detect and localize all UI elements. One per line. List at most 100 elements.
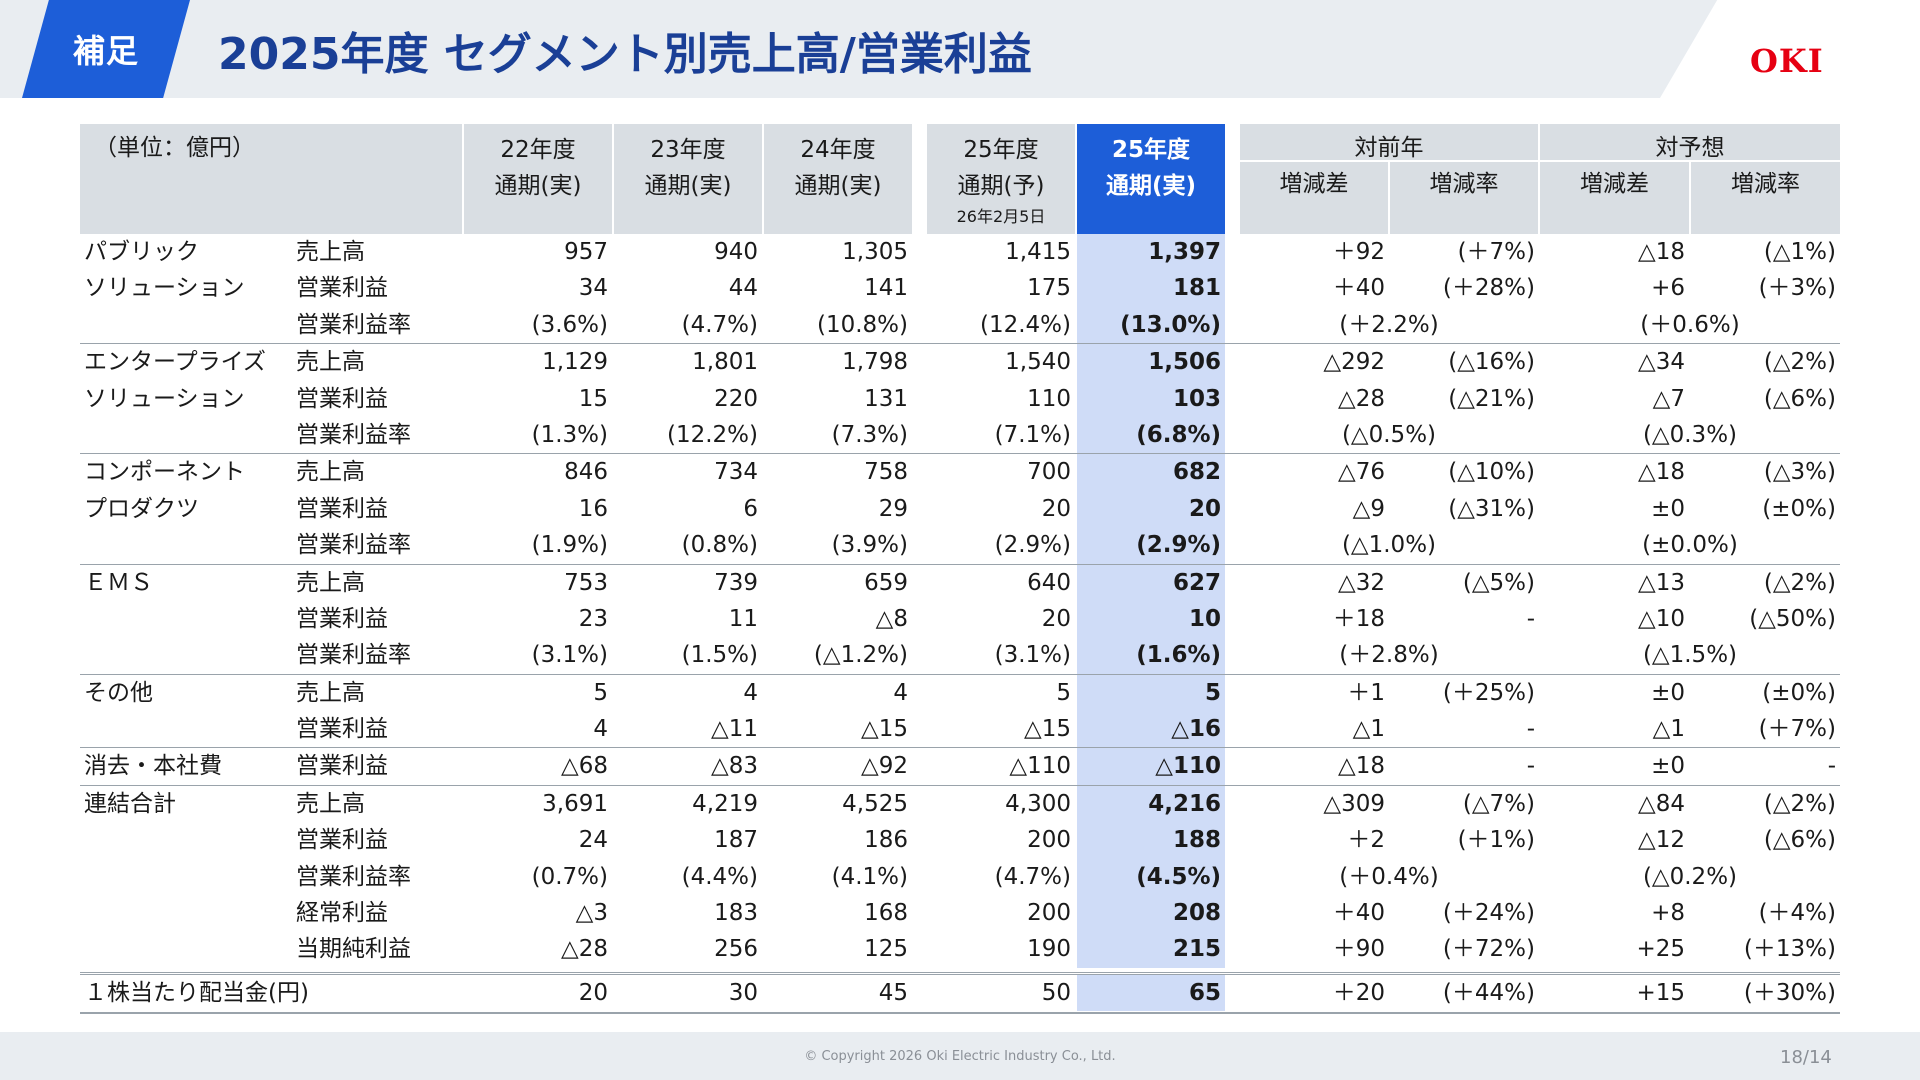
highlight-column-cell <box>1077 416 1225 454</box>
value-fy25-actual: 181 <box>1172 275 1221 302</box>
table-row: 営業利益率 (3.6%) (4.7%) (10.8%) (12.4%) (13.0%) (＋… <box>80 306 1840 344</box>
forecast-diff: +6 <box>1651 275 1685 302</box>
table-row: 営業利益 23 11 △8 20 10 ＋18 - △10 (△50%) <box>80 600 1840 638</box>
table-row: 連結合計 売上高 3,691 4,219 4,525 4,300 4,216 △309 (△7%… <box>80 784 1840 823</box>
value-fy25-actual: 65 <box>1188 979 1221 1006</box>
value-fy22: 4 <box>593 716 608 743</box>
table-row: エンタープライズ 売上高 1,129 1,801 1,798 1,540 1,506 △292… <box>80 343 1840 381</box>
yoy-margin-change: (△0.5%) <box>1341 421 1437 448</box>
forecast-diff: +15 <box>1636 979 1685 1006</box>
highlight-column-cell <box>1077 974 1225 1012</box>
yoy-rate: (＋28%) <box>1442 275 1535 302</box>
forecast-margin-change: (△0.2%) <box>1642 863 1738 890</box>
highlight-column-cell <box>1077 344 1225 381</box>
highlight-column-cell <box>1077 454 1225 491</box>
value-fy25-actual: (4.5%) <box>1136 863 1221 890</box>
table-row: プロダクツ 営業利益 16 6 29 20 20 △9 (△31%) ±0 (±0%) <box>80 490 1840 528</box>
value-fy25-actual: 627 <box>1172 569 1221 596</box>
value-fy25-forecast: 1,540 <box>1005 349 1071 376</box>
yoy-margin-change: (＋2.8%) <box>1339 642 1439 669</box>
oki-logo: OKI <box>1750 42 1824 80</box>
forecast-rate: (△6%) <box>1763 827 1836 854</box>
table-row: ソリューション 営業利益 15 220 131 110 103 △28 (△21%) △7 (△6%… <box>80 380 1840 417</box>
table-row: コンポーネント 売上高 846 734 758 700 682 △76 (△10%) △18 (△3… <box>80 453 1840 491</box>
value-fy23: 11 <box>728 605 758 632</box>
col-header-fy22: 22年度 通期(実) <box>464 124 612 234</box>
forecast-rate: (＋13%) <box>1743 936 1836 963</box>
yoy-rate: - <box>1526 605 1535 632</box>
forecast-margin-change: (±0.0%) <box>1642 532 1738 559</box>
segment-label: １株当たり配当金(円) <box>84 979 309 1006</box>
forecast-margin-change: (△0.3%) <box>1642 421 1738 448</box>
forecast-diff: +25 <box>1636 936 1685 963</box>
highlight-column-cell <box>1077 822 1225 859</box>
sub-header-rate: 増減率 <box>1429 171 1499 197</box>
forecast-margin-change: (△1.5%) <box>1642 642 1738 669</box>
highlight-column-cell <box>1077 637 1225 674</box>
value-fy23: 256 <box>714 936 758 963</box>
value-fy24: △8 <box>875 605 908 632</box>
table-header: （単位：億円） 22年度 通期(実) 23年度 通期(実) 24年度 通期(実)… <box>80 124 1840 234</box>
col-header-period: 通期(実) <box>494 173 582 199</box>
value-fy24: 758 <box>864 459 908 486</box>
value-fy23: (1.5%) <box>681 642 758 669</box>
metric-label: 経常利益 <box>296 900 388 927</box>
value-fy23: 940 <box>714 239 758 265</box>
highlight-column-cell <box>1077 234 1225 271</box>
group-label-forecast: 対予想 <box>1655 135 1725 161</box>
forecast-margin-change: (＋0.6%) <box>1640 311 1740 338</box>
yoy-rate: (＋44%) <box>1442 979 1535 1006</box>
yoy-rate: (△31%) <box>1448 495 1535 522</box>
yoy-diff: △28 <box>1338 385 1385 412</box>
group-header-forecast: 対予想 増減差 増減率 <box>1540 124 1840 234</box>
value-fy24: 168 <box>864 900 908 927</box>
value-fy22: 3,691 <box>542 790 608 817</box>
table-row: 営業利益率 (1.9%) (0.8%) (3.9%) (2.9%) (2.9%) (△1.0… <box>80 527 1840 564</box>
value-fy22: (0.7%) <box>531 863 608 890</box>
forecast-diff: ±0 <box>1651 753 1685 780</box>
forecast-diff: △34 <box>1638 349 1685 376</box>
highlight-column-cell <box>1077 306 1225 344</box>
value-fy25-actual: (2.9%) <box>1136 532 1221 559</box>
forecast-diff: △18 <box>1638 459 1685 486</box>
header-band <box>0 0 1920 98</box>
col-header-fy24: 24年度 通期(実) <box>764 124 912 234</box>
value-fy25-actual: 5 <box>1204 679 1221 706</box>
value-fy23: 44 <box>728 275 758 302</box>
value-fy24: (△1.2%) <box>813 642 908 669</box>
col-header-period: 通期(予) <box>957 173 1045 199</box>
forecast-rate: (＋7%) <box>1758 716 1836 743</box>
value-fy25-forecast: 175 <box>1027 275 1071 302</box>
sub-header-diff: 増減差 <box>1580 171 1649 197</box>
highlight-column-cell <box>1077 600 1225 638</box>
segment-label: エンタープライズ <box>84 349 266 376</box>
yoy-diff: △9 <box>1352 495 1385 522</box>
page-title: 2025年度 セグメント別売上高/営業利益 <box>218 29 1032 80</box>
col-header-period: 通期(実) <box>644 173 732 199</box>
value-fy24: △15 <box>861 716 908 743</box>
segment-label: 消去・本社費 <box>84 753 222 780</box>
highlight-column-cell <box>1077 785 1225 823</box>
col-header-fy23: 23年度 通期(実) <box>614 124 762 234</box>
yoy-diff: △1 <box>1352 716 1385 743</box>
yoy-rate: (＋72%) <box>1442 936 1535 963</box>
yoy-rate: (△7%) <box>1462 790 1535 817</box>
yoy-diff: ＋2 <box>1347 827 1385 854</box>
segment-label: その他 <box>84 679 153 706</box>
value-fy25-forecast: 700 <box>1027 459 1071 486</box>
forecast-diff: ±0 <box>1651 495 1685 522</box>
metric-label: 営業利益 <box>296 385 388 412</box>
value-fy22: 5 <box>593 679 608 706</box>
metric-label: 営業利益 <box>296 716 388 743</box>
value-fy25-forecast: 50 <box>1041 979 1071 1006</box>
metric-label: 営業利益率 <box>296 642 411 669</box>
forecast-diff: ±0 <box>1651 679 1685 706</box>
forecast-rate: (△6%) <box>1763 385 1836 412</box>
col-header-fy25-forecast: 25年度 通期(予) 26年2月5日 <box>927 124 1075 234</box>
value-fy22: 20 <box>578 979 608 1006</box>
value-fy25-actual: 20 <box>1188 495 1221 522</box>
metric-label: 営業利益率 <box>296 311 411 338</box>
metric-label: 営業利益率 <box>296 421 411 448</box>
col-header-period: 通期(実) <box>1105 173 1197 199</box>
metric-label: 売上高 <box>296 679 365 706</box>
